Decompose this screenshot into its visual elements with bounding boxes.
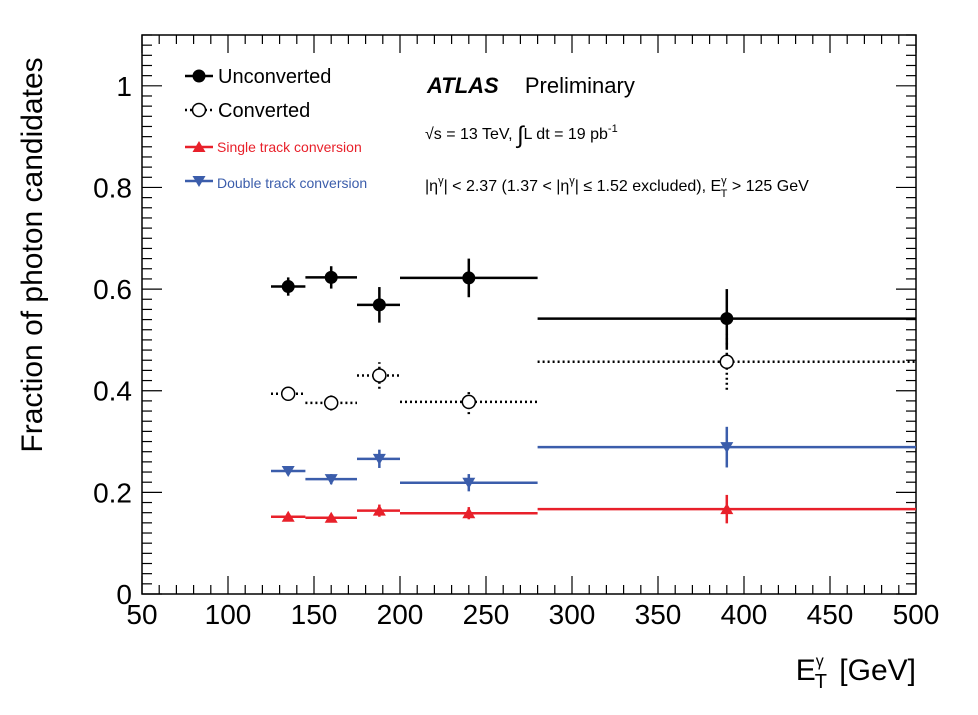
plot-frame [141,34,917,595]
x-tick-label: 400 [721,599,768,630]
legend-label-double-track: Double track conversion [217,175,367,191]
x-tick-label: 200 [377,599,424,630]
y-tick-label: 0 [116,579,132,610]
atlas-label: ATLAS [426,73,499,98]
x-tick-label: 50 [126,599,157,630]
x-tick-label: 350 [635,599,682,630]
data-point [281,510,295,522]
x-tick-label: 150 [291,599,338,630]
x-tick-label: 100 [205,599,252,630]
legend-label-converted: Converted [218,100,310,122]
y-tick-labels: 0 0.2 0.4 0.6 0.8 1 [93,71,132,610]
legend-marker-triangle-down [192,176,206,187]
legend-entry-double-track: Double track conversion [185,175,367,191]
energy-annotation: √s = 13 TeV, ∫L dt = 19 pb-1 [425,122,618,149]
data-series [271,258,916,524]
y-tick-label: 0.2 [93,477,132,508]
legend-marker-triangle-up [192,141,206,152]
svg-text:ATLAS Preliminary: ATLAS Preliminary [426,73,635,98]
data-point [324,270,338,284]
x-tick-label: 450 [807,599,854,630]
legend: Unconverted Converted Single track conve… [185,66,367,191]
data-point [720,503,734,515]
data-point [461,394,477,410]
x-tick-label: 500 [893,599,940,630]
legend-entry-converted: Converted [185,100,310,122]
data-point [324,511,338,523]
x-tick-label: 300 [549,599,596,630]
data-point [720,442,734,454]
x-tick-labels: 50 100 150 200 250 300 350 400 450 500 [126,599,939,630]
data-point [280,386,296,402]
series-double-track-conversion [271,426,916,492]
x-axis-label: Eγ T [GeV] [796,653,916,693]
y-tick-label: 1 [116,71,132,102]
legend-label-single-track: Single track conversion [217,139,362,155]
data-point [281,280,295,294]
series-unconverted [271,258,916,349]
series-single-track-conversion [271,494,916,524]
data-point [462,271,476,285]
data-point [323,395,339,411]
data-point [719,354,735,370]
legend-marker-filled-circle [192,69,206,83]
data-point [462,477,476,489]
x-tick-label: 250 [463,599,510,630]
data-point [372,368,387,383]
preliminary-label: Preliminary [525,73,635,98]
data-point [324,474,338,486]
data-point [372,298,386,312]
data-point [372,453,386,465]
series-converted [271,333,916,415]
data-point [372,504,386,516]
y-axis-label: Fraction of photon candidates [16,57,49,452]
data-point [281,466,295,478]
legend-entry-unconverted: Unconverted [185,66,331,88]
y-tick-label: 0.6 [93,274,132,305]
legend-entry-single-track: Single track conversion [185,139,362,155]
data-point [720,312,734,326]
legend-marker-open-circle [191,102,207,118]
legend-label-unconverted: Unconverted [218,66,331,88]
y-tick-label: 0.4 [93,376,132,407]
data-point [462,507,476,519]
cuts-annotation: |ηγ| < 2.37 (1.37 < |ηγ| ≤ 1.52 excluded… [425,175,809,200]
y-tick-label: 0.8 [93,172,132,203]
